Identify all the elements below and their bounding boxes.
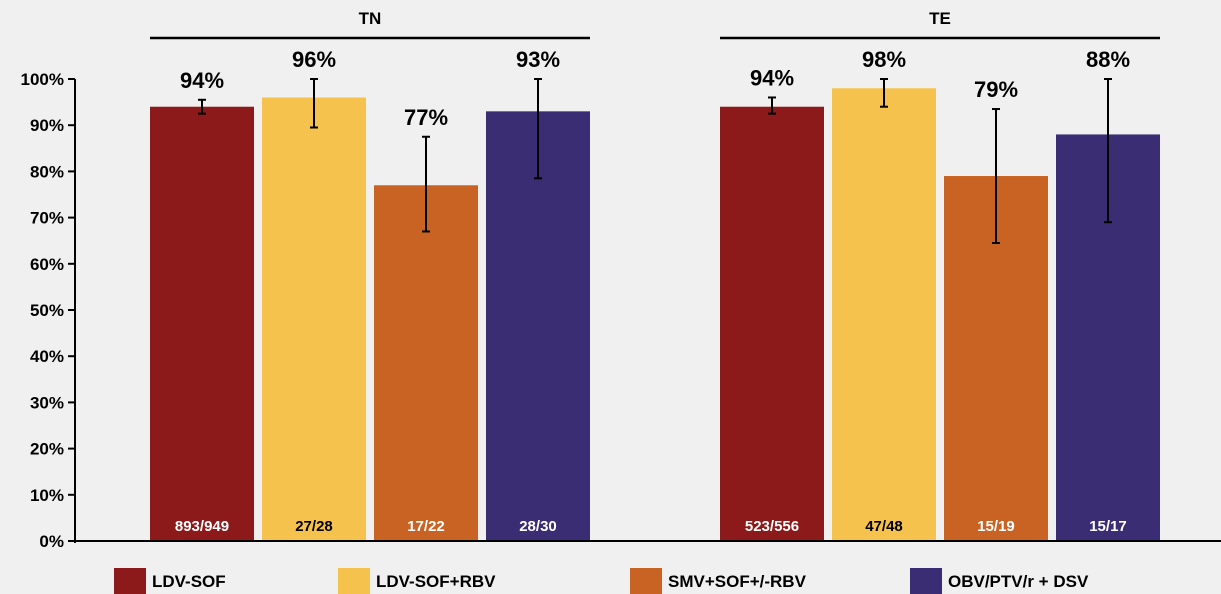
legend: LDV-SOF LDV-SOF+RBV SMV+SOF+/-RBV OBV/PTV/r… [114,568,1089,594]
n-label: 27/28 [295,518,333,535]
y-tick-label: 90% [30,116,64,135]
data-label: 98% [862,47,906,72]
n-label: 893/949 [175,518,229,535]
y-tick-label: 80% [30,162,64,181]
bar-te-1: 98% 47/48 [832,47,936,542]
bar [374,185,478,541]
legend-entry: OBV/PTV/r + DSV [910,568,1089,594]
n-label: 15/17 [1089,518,1127,535]
data-label: 79% [974,77,1018,102]
y-tick-label: 20% [30,440,64,459]
data-label: 94% [180,68,224,93]
n-label: 15/19 [977,518,1015,535]
y-tick-label: 30% [30,393,64,412]
y-tick-label: 0% [39,532,64,551]
group-headers: TN TE [150,9,1160,40]
data-label: 77% [404,105,448,130]
y-tick-label: 100% [21,70,64,89]
data-label: 93% [516,47,560,72]
group-label: TE [929,9,951,28]
y-tick-label: 50% [30,301,64,320]
y-tick-label: 40% [30,347,64,366]
legend-swatch [338,568,370,594]
legend-entry: LDV-SOF+RBV [338,568,496,594]
legend-swatch [910,568,942,594]
n-label: 47/48 [865,518,903,535]
group-label: TN [359,9,382,28]
data-label: 94% [750,65,794,90]
bar-tn-2: 77% 17/22 [374,105,478,541]
legend-label: LDV-SOF [152,572,226,591]
bar [150,106,254,541]
legend-label: SMV+SOF+/-RBV [668,572,807,591]
legend-label: OBV/PTV/r + DSV [948,572,1089,591]
bar [832,88,936,542]
n-label: 523/556 [745,518,799,535]
bar-te-2: 79% 15/19 [944,77,1048,541]
bar-tn-0: 94% 893/949 [150,68,254,541]
bar [486,111,590,541]
bar-tn-3: 93% 28/30 [486,47,590,541]
y-tick-label: 10% [30,486,64,505]
n-label: 17/22 [407,518,445,535]
bar-te-3: 88% 15/17 [1056,47,1160,541]
legend-entry: SMV+SOF+/-RBV [630,568,807,594]
bars: 94% 893/949 96% 27/28 77% 17/22 93% 28/30 94% 523… [150,47,1160,542]
bar [720,106,824,541]
legend-swatch [630,568,662,594]
legend-label: LDV-SOF+RBV [376,572,496,591]
data-label: 96% [292,47,336,72]
bar-tn-1: 96% 27/28 [262,47,366,541]
y-tick-label: 70% [30,209,64,228]
data-label: 88% [1086,47,1130,72]
y-tick-label: 60% [30,255,64,274]
bar-te-0: 94% 523/556 [720,65,824,541]
legend-swatch [114,568,146,594]
legend-entry: LDV-SOF [114,568,226,594]
bar [262,97,366,541]
n-label: 28/30 [519,518,557,535]
y-axis: 0% 10% 20% 30% 40% 50% 60% 70% 80% 90% 100% [21,70,76,551]
